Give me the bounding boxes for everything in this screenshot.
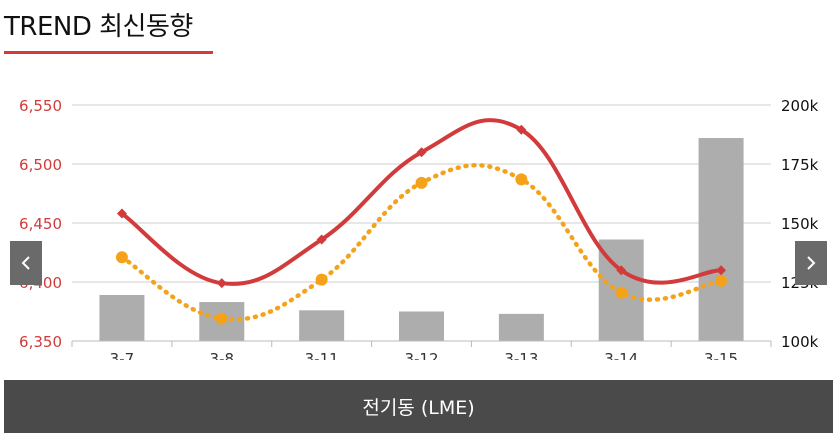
secondary-point <box>415 176 428 189</box>
bar <box>299 310 345 341</box>
primary-point <box>716 265 727 276</box>
x-tick-label: 3-13 <box>504 350 538 360</box>
primary-point <box>516 124 527 135</box>
left-axis-tick-label: 6,550 <box>19 97 62 115</box>
next-button[interactable] <box>795 241 827 285</box>
metal-selector-bar[interactable]: 전기동 (LME) <box>4 380 833 433</box>
right-axis-tick-label: 200k <box>781 97 819 115</box>
left-axis-tick-label: 6,350 <box>19 333 62 351</box>
x-tick-label: 3-7 <box>110 350 135 360</box>
secondary-point <box>715 274 728 287</box>
x-tick-label: 3-14 <box>604 350 638 360</box>
x-tick-label: 3-15 <box>704 350 738 360</box>
bar <box>698 138 744 341</box>
primary-point <box>316 234 327 245</box>
title-underline <box>4 51 213 54</box>
left-axis-tick-label: 6,500 <box>19 156 62 174</box>
secondary-point <box>115 251 128 264</box>
secondary-point <box>515 173 528 186</box>
prev-button[interactable] <box>10 241 42 285</box>
right-axis-tick-label: 100k <box>781 333 819 351</box>
primary-point <box>216 278 227 289</box>
trend-chart: 6,3506,4006,4506,5006,550100k125k150k175… <box>19 97 819 360</box>
left-axis-tick-label: 6,450 <box>19 215 62 233</box>
x-tick-label: 3-12 <box>404 350 438 360</box>
secondary-point <box>215 312 228 325</box>
bar <box>498 313 544 341</box>
bar <box>399 311 444 341</box>
x-tick-label: 3-8 <box>210 350 235 360</box>
footer-label: 전기동 (LME) <box>362 397 475 419</box>
bar <box>99 294 145 341</box>
x-tick-label: 3-11 <box>305 350 339 360</box>
chart-title: TREND 최신동향 <box>4 12 193 42</box>
primary-point <box>116 208 127 219</box>
secondary-point <box>315 273 328 286</box>
chevron-left-icon <box>20 255 32 271</box>
primary-point <box>616 265 627 276</box>
right-axis-tick-label: 150k <box>781 215 819 233</box>
secondary-point <box>615 286 628 299</box>
primary-point <box>416 147 427 158</box>
right-axis-tick-label: 175k <box>781 156 819 174</box>
chevron-right-icon <box>805 255 817 271</box>
